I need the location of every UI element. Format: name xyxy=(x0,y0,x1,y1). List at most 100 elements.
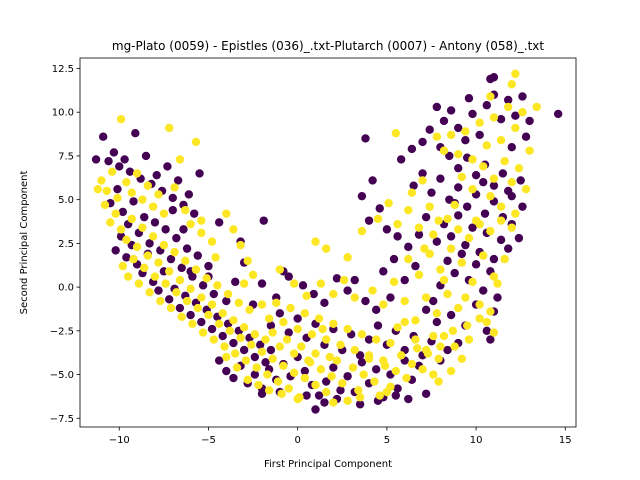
data-point-class-0 xyxy=(322,377,331,386)
data-point-class-1 xyxy=(482,317,491,327)
data-point-class-1 xyxy=(243,256,252,266)
data-point-class-1 xyxy=(165,123,174,133)
data-point-class-1 xyxy=(375,391,384,400)
data-point-class-0 xyxy=(404,394,413,404)
data-point-class-1 xyxy=(507,80,516,89)
data-point-class-0 xyxy=(161,225,170,234)
data-point-class-0 xyxy=(443,256,452,266)
data-point-class-0 xyxy=(357,358,367,367)
data-point-class-0 xyxy=(414,230,424,239)
data-point-class-0 xyxy=(364,335,374,344)
data-point-class-1 xyxy=(118,261,128,271)
data-point-class-0 xyxy=(91,155,101,164)
data-point-class-1 xyxy=(443,289,452,299)
data-point-class-0 xyxy=(179,225,188,234)
data-point-class-0 xyxy=(250,370,260,379)
data-point-class-1 xyxy=(222,209,231,218)
data-point-class-1 xyxy=(198,328,208,337)
data-point-class-1 xyxy=(414,223,424,232)
data-point-class-1 xyxy=(250,330,260,339)
data-point-class-1 xyxy=(282,335,292,344)
data-point-class-1 xyxy=(468,184,477,194)
data-point-class-1 xyxy=(429,230,438,239)
data-point-class-0 xyxy=(343,286,352,295)
data-point-class-1 xyxy=(148,232,158,241)
data-point-class-1 xyxy=(193,303,202,313)
data-point-class-1 xyxy=(343,324,352,334)
x-tick-label: 5 xyxy=(384,435,390,446)
data-point-class-1 xyxy=(182,296,192,306)
data-point-class-0 xyxy=(118,207,128,217)
data-point-class-1 xyxy=(273,377,283,386)
data-point-class-1 xyxy=(186,284,195,294)
data-point-class-1 xyxy=(368,286,377,295)
data-point-class-1 xyxy=(272,298,281,308)
y-tick-label: −2.5 xyxy=(50,326,74,337)
data-point-class-0 xyxy=(209,289,219,299)
data-point-class-1 xyxy=(486,226,495,236)
data-point-class-1 xyxy=(263,370,272,379)
data-point-class-0 xyxy=(104,156,113,166)
data-point-class-0 xyxy=(446,232,456,241)
data-point-class-1 xyxy=(413,344,422,353)
data-point-class-1 xyxy=(446,130,456,140)
data-point-class-1 xyxy=(311,237,320,246)
data-point-class-1 xyxy=(371,335,381,344)
data-point-class-1 xyxy=(322,387,331,397)
data-point-class-0 xyxy=(284,328,293,337)
data-point-class-0 xyxy=(222,366,231,376)
data-point-class-0 xyxy=(445,151,454,161)
data-point-class-1 xyxy=(411,335,420,344)
data-point-class-0 xyxy=(320,398,329,407)
data-point-class-1 xyxy=(231,349,240,358)
data-point-class-1 xyxy=(204,310,213,320)
data-point-class-0 xyxy=(404,242,413,252)
data-point-class-0 xyxy=(518,202,527,211)
data-point-class-1 xyxy=(213,281,222,290)
data-point-class-1 xyxy=(111,209,120,218)
data-point-class-1 xyxy=(496,135,506,145)
data-point-class-0 xyxy=(432,102,442,112)
data-point-class-1 xyxy=(143,251,152,260)
data-point-class-1 xyxy=(93,184,103,194)
data-point-class-1 xyxy=(202,274,211,283)
data-point-class-0 xyxy=(421,389,431,398)
data-point-class-0 xyxy=(355,351,365,360)
data-point-class-1 xyxy=(223,289,233,299)
data-point-class-0 xyxy=(165,295,174,304)
data-point-class-1 xyxy=(393,219,402,229)
data-point-class-1 xyxy=(289,349,299,358)
data-point-class-1 xyxy=(507,223,516,232)
data-point-class-1 xyxy=(132,169,142,178)
data-point-class-0 xyxy=(421,305,431,315)
data-point-class-1 xyxy=(339,275,349,285)
data-point-class-1 xyxy=(464,233,474,243)
data-point-class-0 xyxy=(355,400,365,409)
data-point-class-1 xyxy=(113,193,122,203)
data-point-class-1 xyxy=(127,188,136,197)
data-point-class-1 xyxy=(411,316,420,325)
x-tick-label: 0 xyxy=(294,435,300,446)
x-tick-label: −5 xyxy=(201,435,216,446)
data-point-class-0 xyxy=(257,279,267,288)
data-point-class-1 xyxy=(357,226,367,236)
data-point-class-1 xyxy=(404,205,413,215)
data-point-class-1 xyxy=(457,354,467,363)
data-point-class-1 xyxy=(391,129,400,138)
data-point-class-1 xyxy=(454,225,463,234)
data-point-class-1 xyxy=(277,389,286,398)
data-point-class-1 xyxy=(336,340,345,350)
data-point-class-1 xyxy=(525,146,534,155)
data-point-class-0 xyxy=(454,123,463,133)
data-point-class-0 xyxy=(480,209,490,218)
data-point-class-1 xyxy=(300,309,310,318)
data-point-class-0 xyxy=(421,212,431,222)
data-point-class-0 xyxy=(140,212,149,222)
data-point-class-1 xyxy=(97,176,106,185)
data-point-class-1 xyxy=(391,366,400,376)
data-point-class-0 xyxy=(450,268,459,278)
data-point-class-0 xyxy=(214,356,224,365)
y-axis-ticks: −7.5 −5.0 −2.5 0.0 2.5 5.0 7.5 10.0 12.5 xyxy=(50,64,80,425)
data-point-class-1 xyxy=(332,356,342,365)
data-point-class-1 xyxy=(496,216,506,225)
